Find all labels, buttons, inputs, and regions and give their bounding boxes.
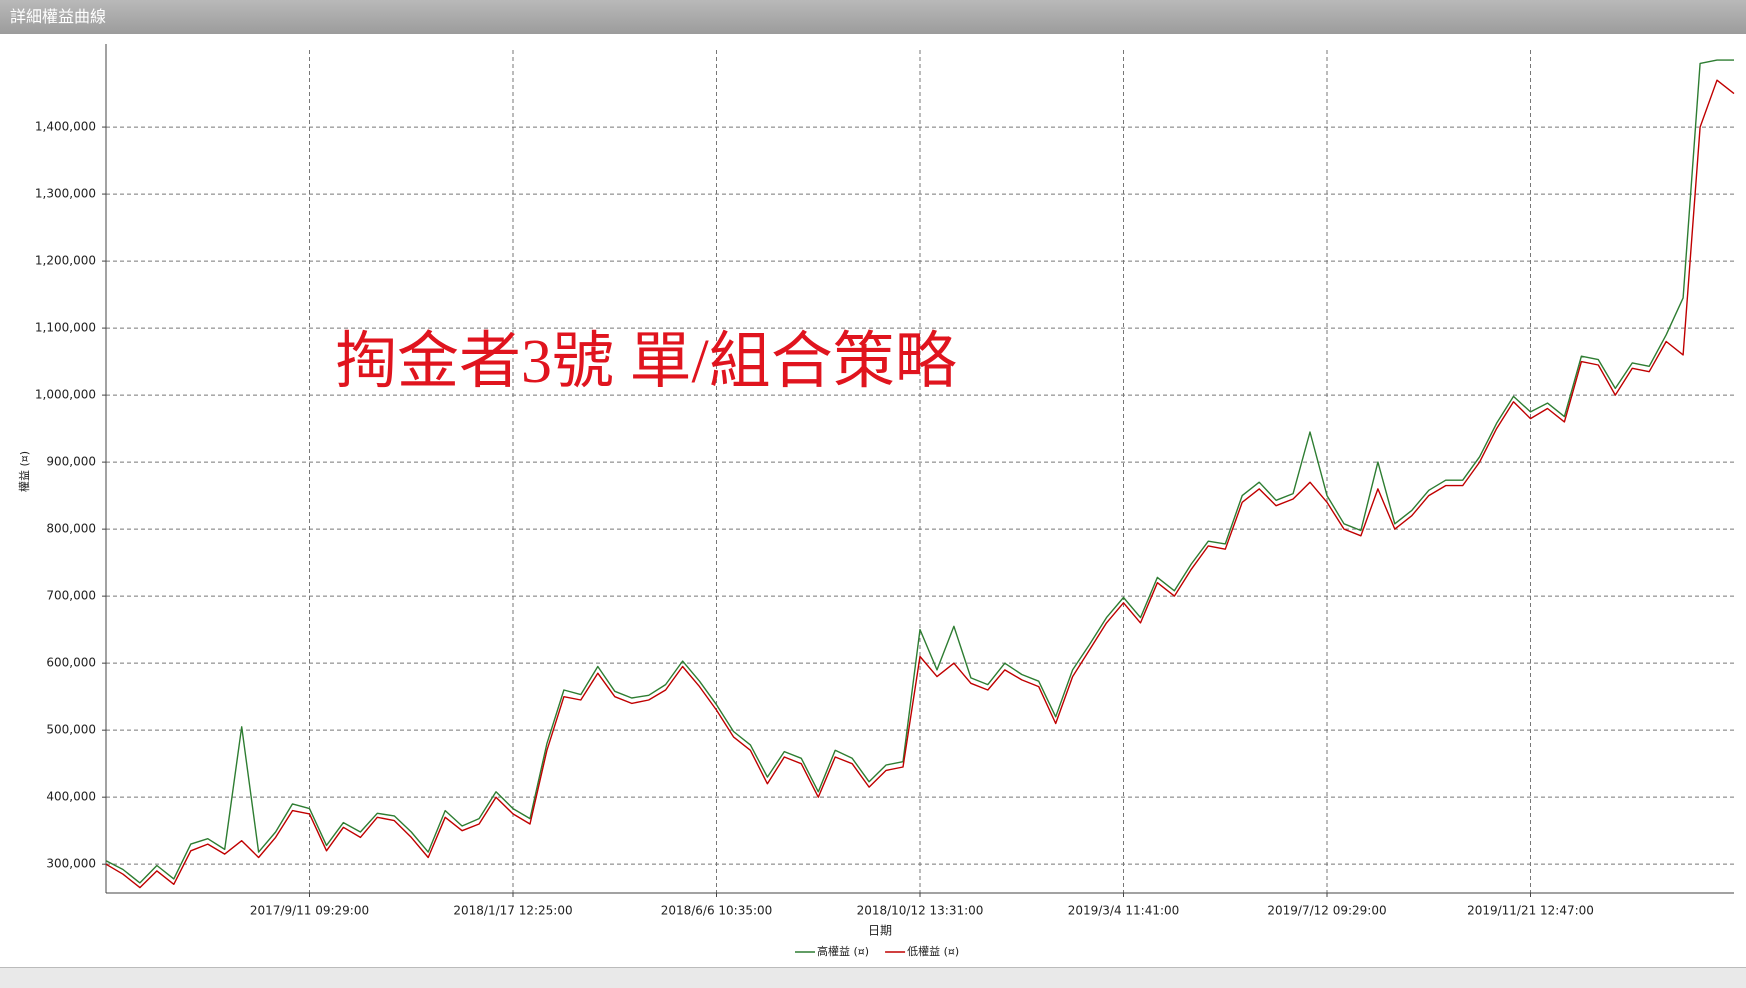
x-tick-label: 2019/11/21 12:47:00 bbox=[1467, 904, 1594, 918]
y-tick-label: 1,200,000 bbox=[35, 254, 96, 268]
x-tick-label: 2019/7/12 09:29:00 bbox=[1267, 904, 1386, 918]
y-tick-label: 800,000 bbox=[46, 522, 96, 536]
y-tick-label: 1,400,000 bbox=[35, 120, 96, 134]
status-bar bbox=[0, 967, 1746, 988]
y-tick-label: 1,100,000 bbox=[35, 321, 96, 335]
y-tick-label: 400,000 bbox=[46, 790, 96, 804]
annotation: 掏金者3號 單/組合策略 bbox=[335, 328, 957, 396]
y-tick-label: 1,000,000 bbox=[35, 388, 96, 402]
y-axis-label: 權益 (¤) bbox=[17, 451, 31, 492]
window-title: 詳細權益曲線 bbox=[0, 0, 1746, 34]
x-tick-label: 2018/10/12 13:31:00 bbox=[857, 904, 984, 918]
x-tick-label: 2017/9/11 09:29:00 bbox=[250, 904, 369, 918]
y-tick-label: 500,000 bbox=[46, 723, 96, 737]
y-tick-label: 300,000 bbox=[46, 857, 96, 871]
chart: 300,000 400,000 500,000 600,000 700,000 800,0… bbox=[17, 44, 1735, 958]
x-axis-label: 日期 bbox=[868, 924, 892, 938]
x-tick-label: 2018/6/6 10:35:00 bbox=[661, 904, 773, 918]
x-tick-label: 2018/1/17 12:25:00 bbox=[453, 904, 572, 918]
series-line bbox=[105, 59, 1734, 884]
y-tick-label: 1,300,000 bbox=[35, 187, 96, 201]
legend-label: 高權益 (¤) bbox=[817, 944, 869, 958]
series-line bbox=[105, 79, 1735, 889]
y-tick-label: 600,000 bbox=[46, 656, 96, 670]
y-tick-label: 700,000 bbox=[46, 589, 96, 603]
x-tick-label: 2019/3/4 11:41:00 bbox=[1068, 904, 1180, 918]
legend-label: 低權益 (¤) bbox=[907, 944, 959, 958]
y-tick-label: 900,000 bbox=[46, 455, 96, 469]
